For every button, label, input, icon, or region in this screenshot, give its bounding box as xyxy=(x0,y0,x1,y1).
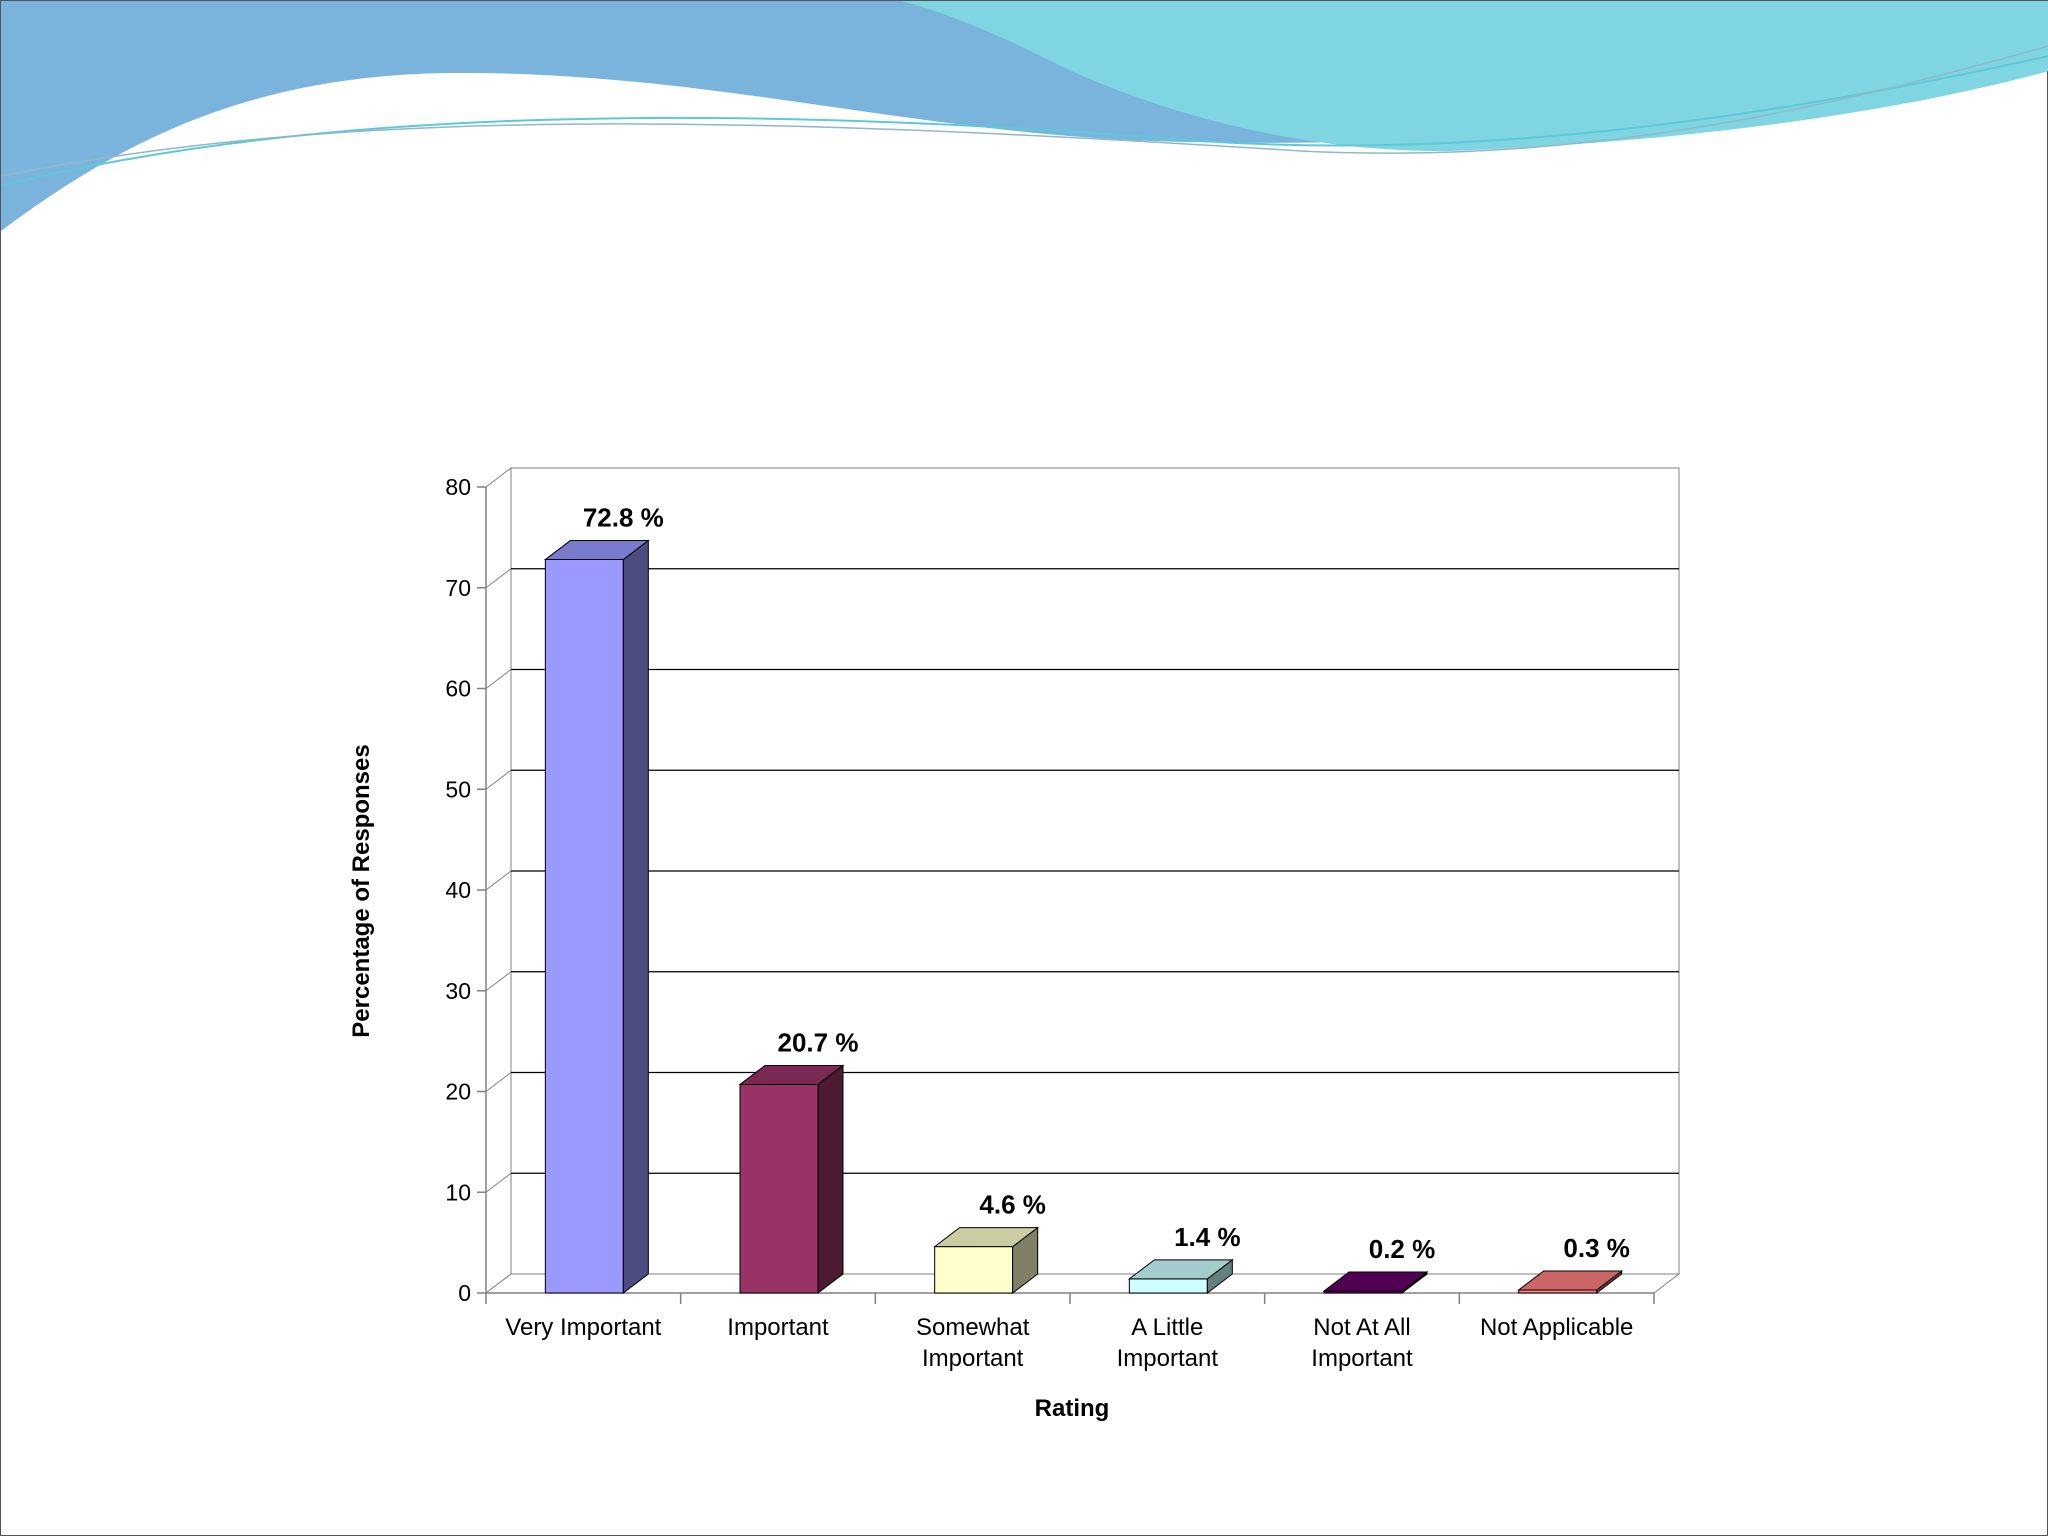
gridline-side xyxy=(485,1172,512,1193)
y-tick-label: 0 xyxy=(458,1280,471,1306)
y-tick-label: 80 xyxy=(445,474,471,500)
y-tick-label: 50 xyxy=(445,776,471,802)
header-wave-decoration xyxy=(1,1,2048,231)
x-category-label: Somewhat xyxy=(916,1314,1030,1341)
bar xyxy=(738,1064,845,1295)
wave-line-2 xyxy=(1,45,2048,177)
data-labels: 72.8 % 20.7 % 4.6 % 1.4 % 0.2 % 0.3 % xyxy=(583,503,1630,1264)
floor xyxy=(484,1273,1681,1294)
y-tick-label: 20 xyxy=(445,1079,471,1105)
bar xyxy=(1127,1258,1234,1295)
bar xyxy=(933,1226,1040,1295)
x-category-label: Important xyxy=(1311,1345,1413,1372)
chart-walls xyxy=(484,466,1681,1295)
y-tick-label: 60 xyxy=(445,676,471,702)
wave-band-cyan xyxy=(901,1,2048,152)
x-category-label: Important xyxy=(727,1314,829,1341)
x-category-label: A Little xyxy=(1131,1314,1203,1341)
bar-top xyxy=(933,1227,1040,1248)
y-tick-label: 40 xyxy=(445,877,471,903)
gridline-side xyxy=(485,568,512,589)
data-label: 1.4 % xyxy=(1174,1222,1241,1252)
x-category-label: Important xyxy=(922,1345,1024,1372)
x-category-label: Not Applicable xyxy=(1480,1314,1633,1341)
data-label: 20.7 % xyxy=(778,1027,859,1057)
bar-top xyxy=(1127,1259,1234,1280)
x-category-label: Important xyxy=(1117,1345,1219,1372)
gridlines xyxy=(485,568,1679,1193)
y-axis: 0 10 20 30 40 50 60 70 80 xyxy=(445,474,487,1306)
bar-front xyxy=(544,559,624,1294)
gridline-side xyxy=(485,1072,512,1092)
bar xyxy=(1517,1269,1624,1295)
y-tick-label: 10 xyxy=(445,1179,471,1205)
bar-front xyxy=(739,1083,819,1294)
x-axis: Very Important Important Somewhat Important… xyxy=(485,1292,1655,1372)
data-label: 0.3 % xyxy=(1563,1233,1630,1263)
bar-front xyxy=(1128,1278,1208,1294)
bar-top xyxy=(543,540,650,561)
data-label: 0.2 % xyxy=(1369,1234,1436,1264)
bar-top xyxy=(1322,1271,1429,1292)
gridline-side xyxy=(485,669,512,689)
gridline-side xyxy=(485,870,512,891)
data-label: 72.8 % xyxy=(583,503,664,533)
y-tick-label: 70 xyxy=(445,575,471,601)
x-category-label: Not At All xyxy=(1313,1314,1410,1341)
bar xyxy=(543,539,650,1295)
data-label: 4.6 % xyxy=(979,1190,1046,1220)
y-tick-label: 30 xyxy=(445,978,471,1004)
bar xyxy=(1322,1270,1429,1295)
bars xyxy=(543,539,1624,1295)
gridline-side xyxy=(485,971,512,992)
gridline-side xyxy=(485,769,512,790)
x-category-label: Very Important xyxy=(505,1314,661,1341)
bar-top xyxy=(738,1064,845,1085)
x-axis-title: Rating xyxy=(1035,1395,1110,1422)
bar-side xyxy=(622,539,649,1295)
y-axis-title: Percentage of Responses xyxy=(348,744,375,1037)
bar-side xyxy=(817,1064,844,1295)
bar-front xyxy=(934,1246,1014,1294)
bar-top xyxy=(1517,1270,1624,1291)
